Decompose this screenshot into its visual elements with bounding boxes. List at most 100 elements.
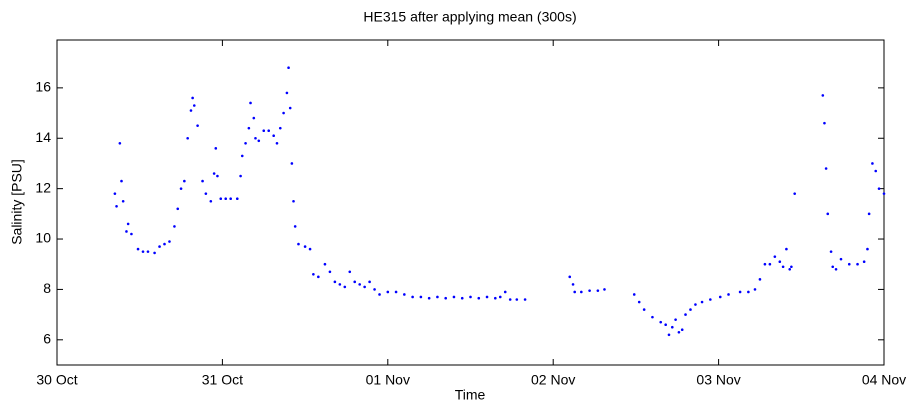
data-point — [866, 247, 869, 251]
data-point — [436, 295, 439, 299]
y-tick-label: 10 — [35, 230, 51, 246]
data-point — [781, 265, 785, 269]
x-tick-label: 03 Nov — [696, 372, 740, 388]
y-axis-label: Salinity [PSU] — [9, 159, 25, 245]
data-point — [323, 262, 327, 266]
data-point — [183, 179, 186, 183]
data-point — [839, 257, 843, 261]
data-point — [763, 262, 767, 266]
y-tick-label: 6 — [43, 331, 51, 347]
data-point — [130, 232, 133, 236]
data-point — [338, 283, 342, 286]
data-point — [120, 179, 123, 183]
data-point — [257, 139, 261, 143]
data-point — [358, 283, 361, 286]
data-point — [219, 197, 223, 201]
y-tick-label: 14 — [35, 129, 51, 145]
data-point — [158, 245, 161, 248]
data-point — [214, 147, 218, 150]
data-point — [571, 283, 575, 286]
data-point — [287, 66, 290, 70]
data-point — [874, 169, 878, 173]
data-point — [790, 265, 793, 269]
data-point — [670, 325, 674, 329]
data-point — [642, 308, 646, 311]
y-tick-label: 16 — [35, 79, 51, 95]
data-point — [267, 129, 271, 132]
data-point — [240, 154, 244, 158]
data-point — [664, 323, 667, 326]
data-point — [328, 270, 332, 274]
data-point — [163, 242, 166, 246]
data-point — [494, 296, 497, 300]
data-point — [515, 298, 519, 301]
data-point — [411, 295, 414, 299]
data-point — [209, 199, 213, 203]
data-point — [189, 109, 193, 112]
data-point — [877, 187, 881, 190]
data-point — [403, 293, 406, 296]
x-tick-label: 04 Nov — [862, 372, 906, 388]
data-point — [684, 313, 687, 316]
data-point — [847, 262, 851, 266]
data-point — [192, 104, 196, 107]
data-point — [312, 273, 315, 276]
data-point — [191, 96, 194, 100]
data-point — [573, 290, 577, 294]
data-point — [275, 141, 279, 145]
data-point — [677, 330, 681, 334]
data-point — [667, 333, 671, 337]
data-point — [282, 111, 285, 115]
data-point — [568, 275, 572, 279]
data-point — [292, 199, 295, 203]
data-point — [290, 162, 294, 165]
data-point — [176, 207, 180, 211]
data-point — [856, 262, 859, 266]
data-point — [201, 179, 204, 183]
data-point — [419, 295, 423, 299]
data-point — [727, 293, 730, 296]
data-point — [247, 126, 251, 130]
data-point — [317, 275, 320, 279]
data-point — [288, 106, 292, 110]
data-point — [700, 300, 704, 304]
data-point — [718, 295, 722, 299]
data-point — [674, 318, 677, 321]
data-point — [368, 280, 371, 284]
data-point — [603, 288, 606, 291]
data-point — [186, 136, 189, 140]
data-point — [285, 91, 289, 95]
data-point — [738, 290, 742, 294]
data-point — [224, 197, 228, 201]
data-point — [773, 255, 777, 258]
data-point — [580, 290, 583, 294]
data-point — [136, 247, 140, 251]
y-tick-label: 12 — [35, 179, 51, 195]
data-point — [831, 265, 835, 269]
data-point — [788, 267, 792, 271]
data-point — [386, 290, 390, 294]
data-point — [235, 197, 239, 201]
data-point — [168, 240, 171, 243]
data-point — [632, 293, 636, 296]
data-point — [709, 298, 712, 301]
data-point — [523, 298, 527, 301]
data-point — [125, 230, 128, 233]
x-tick-label: 01 Nov — [366, 372, 410, 388]
data-point — [758, 278, 762, 281]
chart-title: HE315 after applying mean (300s) — [363, 9, 576, 25]
data-point — [363, 285, 366, 289]
data-point — [871, 162, 874, 165]
data-point — [204, 192, 208, 195]
data-point — [212, 172, 216, 175]
data-point — [115, 204, 118, 208]
data-point — [252, 116, 256, 120]
x-axis-label: Time — [455, 387, 486, 403]
data-point — [452, 295, 456, 299]
data-point — [373, 288, 376, 291]
data-point — [588, 289, 591, 292]
data-point — [477, 296, 481, 300]
data-point — [829, 250, 833, 253]
